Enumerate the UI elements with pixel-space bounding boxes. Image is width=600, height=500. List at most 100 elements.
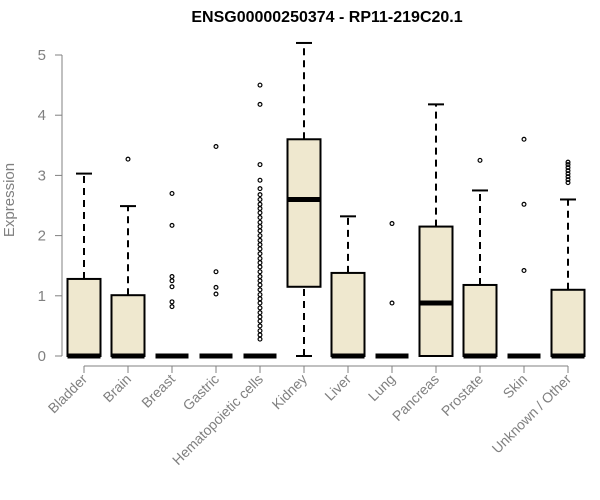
- x-tick-label: Unknown / Other: [489, 371, 575, 457]
- boxes: [66, 41, 586, 359]
- outlier-point: [257, 296, 263, 302]
- box-lung: [375, 221, 409, 359]
- outlier-point: [257, 101, 263, 107]
- outlier-point: [565, 159, 571, 165]
- x-tick-label: Lung: [365, 371, 398, 404]
- x-tick-label: Liver: [321, 371, 354, 404]
- outlier-point: [257, 300, 263, 306]
- outlier-point: [477, 157, 483, 163]
- x-tick-label: Skin: [500, 371, 531, 402]
- box-unknown-other: [550, 159, 586, 359]
- box-gastric: [199, 144, 233, 359]
- outlier-point: [213, 144, 219, 150]
- y-tick-label: 3: [38, 167, 46, 184]
- outlier-point: [521, 136, 527, 142]
- box-bladder: [66, 172, 102, 359]
- x-tick-label: Kidney: [269, 371, 311, 413]
- outlier-point: [565, 174, 571, 180]
- outlier-point: [169, 222, 175, 228]
- outlier-point: [257, 206, 263, 212]
- outlier-point: [257, 328, 263, 334]
- outlier-point: [257, 162, 263, 168]
- outlier-point: [169, 299, 175, 305]
- outlier-point: [565, 168, 571, 174]
- outlier-point: [257, 233, 263, 239]
- outlier-point: [565, 180, 571, 186]
- outlier-point: [521, 201, 527, 207]
- outlier-point: [257, 177, 263, 183]
- outlier-point: [257, 82, 263, 88]
- outlier-point: [257, 292, 263, 298]
- outlier-point: [257, 274, 263, 280]
- box-rect: [418, 225, 454, 357]
- x-tick-label: Brain: [100, 371, 134, 405]
- outlier-point: [257, 255, 263, 261]
- box-rect: [66, 277, 102, 357]
- y-tick-label: 4: [38, 107, 46, 124]
- outlier-point: [257, 336, 263, 342]
- box-hematopoietic-cells: [243, 82, 277, 359]
- box-prostate: [462, 157, 498, 359]
- outlier-point: [257, 224, 263, 230]
- box-rect: [462, 283, 498, 357]
- outlier-point: [257, 287, 263, 293]
- outlier-point: [213, 291, 219, 297]
- outlier-point: [257, 332, 263, 338]
- outlier-point: [257, 282, 263, 288]
- box-rect: [550, 288, 586, 357]
- outlier-point: [257, 210, 263, 216]
- outlier-point: [257, 251, 263, 257]
- y-tick-label: 5: [38, 47, 46, 64]
- outlier-point: [257, 186, 263, 192]
- outlier-point: [257, 264, 263, 270]
- box-breast: [155, 190, 189, 359]
- outlier-point: [257, 242, 263, 248]
- outlier-point: [257, 310, 263, 316]
- box-pancreas: [418, 103, 454, 357]
- outlier-point: [257, 260, 263, 266]
- y-tick-label: 0: [38, 348, 46, 365]
- outlier-point: [257, 215, 263, 221]
- outlier-point: [169, 278, 175, 284]
- outlier-point: [389, 300, 395, 306]
- chart-title: ENSG00000250374 - RP11-219C20.1: [191, 9, 462, 26]
- x-tick-label: Bladder: [45, 371, 91, 417]
- outlier-point: [257, 305, 263, 311]
- outlier-point: [565, 171, 571, 177]
- outlier-point: [565, 165, 571, 171]
- outlier-point: [257, 237, 263, 243]
- outlier-point: [257, 269, 263, 275]
- box-kidney: [286, 41, 322, 357]
- outlier-point: [257, 278, 263, 284]
- x-tick-label: Prostate: [438, 371, 486, 419]
- outlier-point: [257, 196, 263, 202]
- box-rect: [110, 294, 146, 357]
- outlier-point: [565, 162, 571, 168]
- outlier-point: [521, 268, 527, 274]
- box-skin: [507, 136, 541, 359]
- outlier-point: [257, 228, 263, 234]
- y-tick-label: 1: [38, 288, 46, 305]
- outlier-point: [213, 269, 219, 275]
- x-tick-label: Breast: [138, 371, 178, 411]
- outlier-point: [169, 304, 175, 310]
- outlier-point: [169, 190, 175, 196]
- outlier-point: [169, 284, 175, 290]
- outlier-point: [257, 323, 263, 329]
- y-axis-label: Expression: [1, 163, 18, 237]
- outlier-point: [125, 156, 131, 162]
- outlier-point: [565, 177, 571, 183]
- box-liver: [330, 215, 366, 359]
- outlier-point: [257, 192, 263, 198]
- box-rect: [330, 271, 366, 358]
- x-tick-label: Gastric: [179, 371, 222, 414]
- box-brain: [110, 156, 146, 359]
- outlier-point: [389, 221, 395, 227]
- x-tick-label: Pancreas: [389, 371, 442, 424]
- outlier-point: [257, 201, 263, 207]
- y-tick-label: 2: [38, 228, 46, 245]
- outlier-point: [213, 284, 219, 290]
- box-rect: [286, 138, 322, 288]
